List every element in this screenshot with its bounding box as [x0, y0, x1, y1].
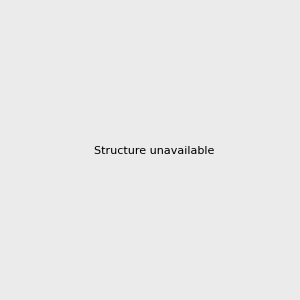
Text: Structure unavailable: Structure unavailable — [94, 146, 214, 157]
